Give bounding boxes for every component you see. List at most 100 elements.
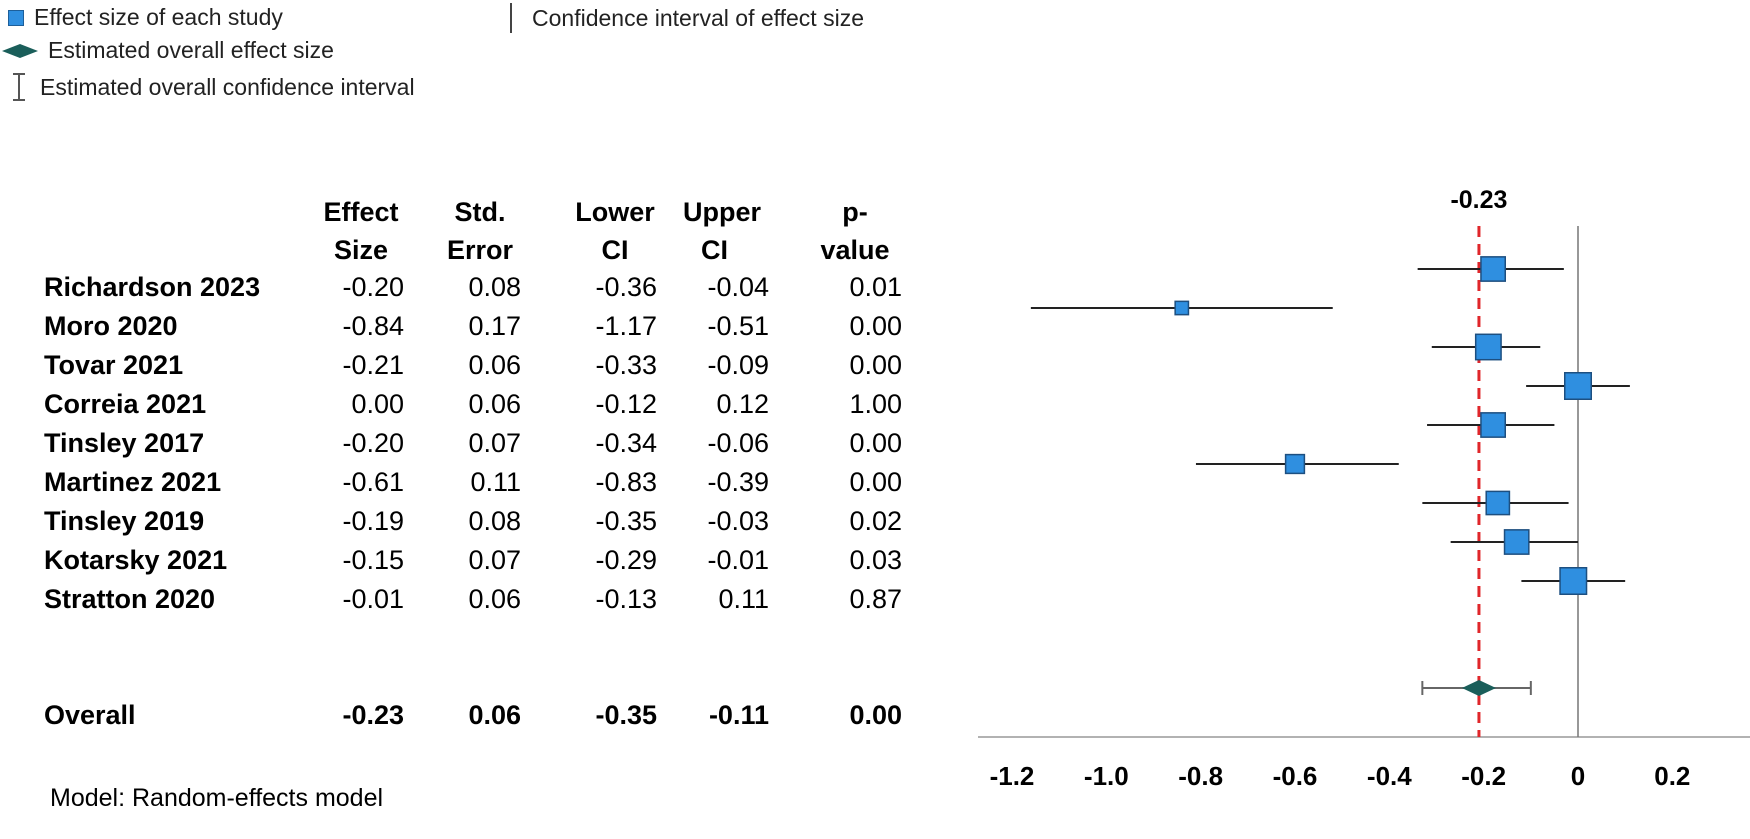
header-lower-ci-line2: CI bbox=[601, 235, 629, 265]
cell-se: 0.08 bbox=[468, 272, 521, 302]
study-name: Moro 2020 bbox=[44, 311, 178, 341]
x-tick-label: 0 bbox=[1571, 761, 1585, 791]
study-name: Correia 2021 bbox=[44, 389, 207, 419]
diamond-marker-icon bbox=[2, 43, 38, 58]
header-std-error: Std. Error bbox=[440, 193, 520, 269]
cell-lower: -0.33 bbox=[595, 350, 657, 380]
header-std-error-line2: Error bbox=[446, 235, 514, 265]
x-tick-label: -0.8 bbox=[1178, 761, 1223, 791]
header-effect-size-line1: Effect bbox=[323, 197, 399, 227]
cell-lower: -1.17 bbox=[595, 311, 657, 341]
legend-ci-label: Confidence interval of effect size bbox=[532, 4, 864, 31]
cell-upper: 0.11 bbox=[718, 584, 769, 614]
cell-p: 0.02 bbox=[849, 506, 902, 536]
cell-lower: -0.34 bbox=[595, 428, 657, 458]
overall-effect-line-label: -0.23 bbox=[1450, 186, 1507, 214]
legend-overall-ci: Estimated overall confidence interval bbox=[8, 72, 415, 102]
x-tick-label: -1.0 bbox=[1084, 761, 1129, 791]
square-marker-icon bbox=[8, 9, 24, 26]
effect-size-marker bbox=[1503, 529, 1530, 555]
cell-effect: -0.15 bbox=[342, 545, 404, 575]
effect-size-marker bbox=[1284, 453, 1306, 475]
model-note: Model: Random-effects model bbox=[50, 784, 384, 812]
cell-lower: -0.12 bbox=[595, 389, 657, 419]
x-tick-label: -0.6 bbox=[1273, 761, 1318, 791]
cell-lower: -0.29 bbox=[595, 545, 657, 575]
cell-se: 0.08 bbox=[468, 506, 521, 536]
cell-effect: -0.20 bbox=[342, 272, 404, 302]
cell-upper: -0.39 bbox=[707, 467, 769, 497]
study-name: Richardson 2023 bbox=[44, 272, 261, 302]
overall-lower: -0.35 bbox=[595, 700, 657, 730]
legend-ci: Confidence interval of effect size bbox=[504, 0, 864, 36]
cell-lower: -0.13 bbox=[595, 584, 657, 614]
cell-se: 0.06 bbox=[468, 584, 521, 614]
cell-p: 0.03 bbox=[849, 545, 902, 575]
cell-se: 0.06 bbox=[468, 389, 521, 419]
cell-lower: -0.36 bbox=[595, 272, 657, 302]
cell-upper: -0.01 bbox=[707, 545, 769, 575]
vertical-line-icon bbox=[510, 3, 512, 33]
error-bar-icon bbox=[13, 73, 25, 101]
header-lower-ci: Lower CI bbox=[570, 193, 660, 269]
cell-p: 0.87 bbox=[849, 584, 902, 614]
effect-size-marker bbox=[1485, 490, 1511, 516]
cell-p: 0.00 bbox=[849, 428, 902, 458]
cell-upper: -0.09 bbox=[707, 350, 769, 380]
cell-upper: 0.12 bbox=[716, 389, 769, 419]
cell-effect: -0.84 bbox=[342, 311, 404, 341]
legend-effect-size-label: Effect size of each study bbox=[34, 4, 283, 30]
header-p-value: p- value bbox=[810, 193, 900, 269]
cell-upper: -0.04 bbox=[707, 272, 769, 302]
cell-p: 0.00 bbox=[849, 467, 902, 497]
effect-size-marker bbox=[1564, 372, 1592, 400]
header-p-value-line1: p- bbox=[842, 197, 868, 227]
header-lower-ci-line1: Lower bbox=[575, 197, 655, 227]
legend-overall-label: Estimated overall effect size bbox=[48, 37, 334, 63]
cell-effect: -0.21 bbox=[342, 350, 404, 380]
cell-lower: -0.83 bbox=[595, 467, 657, 497]
study-name: Tovar 2021 bbox=[44, 350, 184, 380]
header-effect-size-line2: Size bbox=[333, 235, 389, 265]
header-upper-ci-line1: Upper bbox=[683, 197, 762, 227]
x-tick-label: -1.2 bbox=[990, 761, 1035, 791]
study-name: Stratton 2020 bbox=[44, 584, 216, 614]
cell-effect: -0.61 bbox=[342, 467, 404, 497]
cell-effect: -0.20 bbox=[342, 428, 404, 458]
cell-lower: -0.35 bbox=[595, 506, 657, 536]
effect-size-marker bbox=[1480, 412, 1506, 438]
cell-upper: -0.51 bbox=[707, 311, 769, 341]
overall-upper: -0.11 bbox=[708, 700, 769, 730]
legend-overall-ci-label: Estimated overall confidence interval bbox=[40, 73, 415, 100]
cell-p: 0.00 bbox=[849, 311, 902, 341]
cell-p: 0.00 bbox=[849, 350, 902, 380]
overall-effect: -0.23 bbox=[342, 700, 404, 730]
study-name: Kotarsky 2021 bbox=[44, 545, 228, 575]
effect-size-marker bbox=[1480, 256, 1506, 282]
overall-p: 0.00 bbox=[849, 700, 902, 730]
x-tick-label: 0.2 bbox=[1654, 761, 1690, 791]
cell-upper: -0.06 bbox=[707, 428, 769, 458]
effect-size-marker bbox=[1474, 333, 1502, 361]
header-std-error-line1: Std. bbox=[454, 197, 506, 227]
cell-effect: 0.00 bbox=[351, 389, 404, 419]
overall-se: 0.06 bbox=[468, 700, 521, 730]
study-name: Tinsley 2019 bbox=[44, 506, 205, 536]
effect-size-marker bbox=[1559, 567, 1588, 595]
cell-se: 0.17 bbox=[468, 311, 521, 341]
cell-effect: -0.19 bbox=[342, 506, 404, 536]
x-tick-label: -0.4 bbox=[1367, 761, 1412, 791]
overall-row-label: Overall bbox=[44, 700, 136, 730]
cell-se: 0.07 bbox=[468, 428, 521, 458]
effect-size-marker bbox=[1174, 300, 1190, 316]
x-tick-label: -0.2 bbox=[1461, 761, 1506, 791]
cell-se: 0.07 bbox=[468, 545, 521, 575]
header-upper-ci: Upper CI bbox=[683, 193, 773, 269]
study-name: Tinsley 2017 bbox=[44, 428, 205, 458]
cell-upper: -0.03 bbox=[707, 506, 769, 536]
header-upper-ci-line2: CI bbox=[701, 235, 728, 265]
cell-p: 1.00 bbox=[849, 389, 902, 419]
cell-effect: -0.01 bbox=[342, 584, 404, 614]
legend-overall: Estimated overall effect size bbox=[2, 37, 334, 64]
